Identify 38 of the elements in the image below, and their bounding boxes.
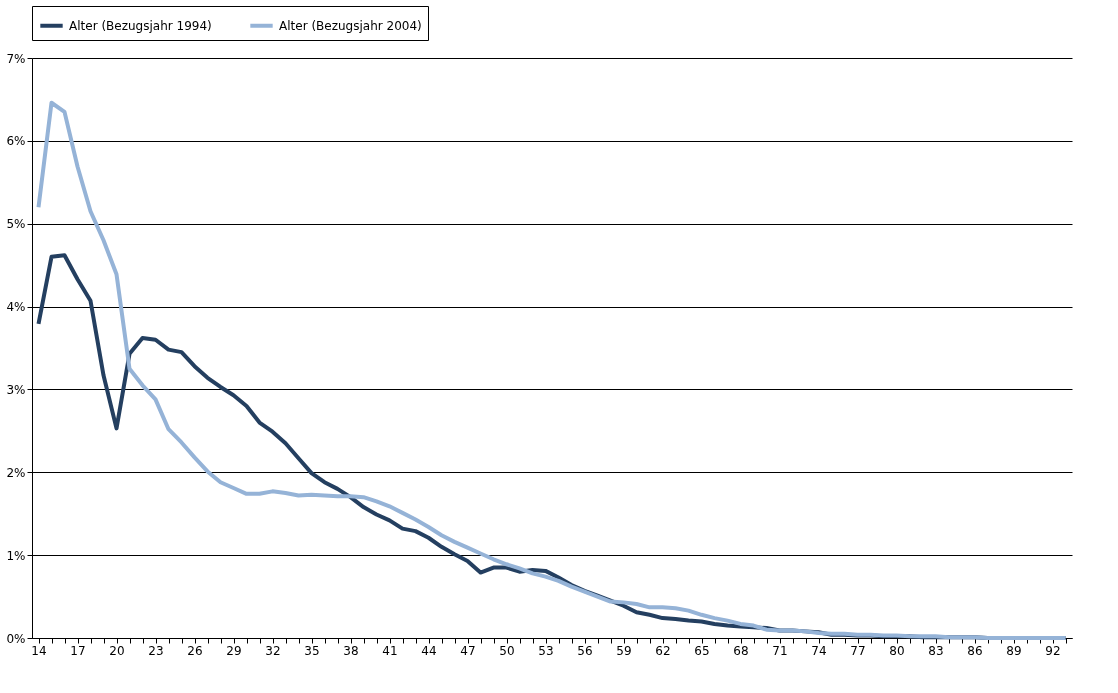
x-tick-label: 53	[538, 643, 554, 658]
x-tick-label: 44	[421, 643, 437, 658]
x-tick-label: 83	[928, 643, 944, 658]
x-tick-label: 26	[187, 643, 203, 658]
x-tick-label: 92	[1045, 643, 1061, 658]
x-tick-label: 20	[109, 643, 125, 658]
y-tick-label: 5%	[6, 217, 26, 232]
x-tick-label: 89	[1006, 643, 1022, 658]
x-tick-label: 74	[811, 643, 827, 658]
x-tick-label: 65	[694, 643, 710, 658]
y-tick-label: 3%	[6, 382, 26, 397]
x-tick-label: 71	[772, 643, 788, 658]
x-tick-label: 29	[226, 643, 242, 658]
x-tick-label: 14	[31, 643, 47, 658]
x-tick-label: 68	[733, 643, 749, 658]
legend-label: Alter (Bezugsjahr 2004)	[279, 18, 422, 33]
y-tick-label: 4%	[6, 300, 26, 315]
legend-label: Alter (Bezugsjahr 1994)	[69, 18, 212, 33]
x-tick-label: 77	[850, 643, 866, 658]
line-series	[36, 100, 1068, 640]
x-tick-label: 35	[304, 643, 320, 658]
y-tick-label: 7%	[6, 51, 26, 66]
x-tick-label: 86	[967, 643, 983, 658]
x-tick-label: 41	[382, 643, 398, 658]
x-tick-label: 80	[889, 643, 905, 658]
y-tick-label: 1%	[6, 548, 26, 563]
x-tick-label: 62	[655, 643, 671, 658]
x-tick-label: 50	[499, 643, 515, 658]
x-tick-label: 32	[265, 643, 281, 658]
x-tick-label: 56	[577, 643, 593, 658]
x-tick-label: 38	[343, 643, 359, 658]
x-tick-label: 47	[460, 643, 476, 658]
y-tick-label: 0%	[6, 631, 26, 646]
x-tick-label: 23	[148, 643, 164, 658]
x-tick-label: 59	[616, 643, 632, 658]
x-tick-label: 17	[70, 643, 86, 658]
y-tick-label: 2%	[6, 465, 26, 480]
y-tick-label: 6%	[6, 134, 26, 149]
